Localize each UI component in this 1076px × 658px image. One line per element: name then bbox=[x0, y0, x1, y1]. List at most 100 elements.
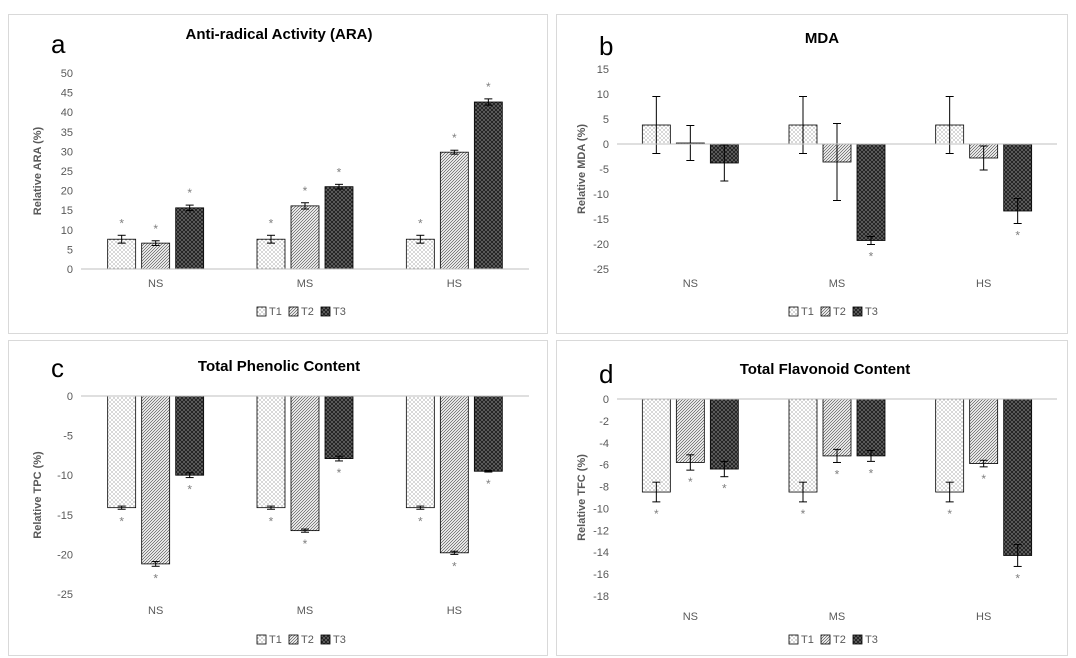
legend-item-t2: T2 bbox=[288, 634, 314, 646]
legend-swatch bbox=[256, 634, 267, 645]
bar-t2-ns bbox=[141, 242, 171, 270]
error-bar bbox=[450, 550, 459, 555]
significance-mark: * bbox=[119, 216, 124, 230]
legend-item-t2: T2 bbox=[288, 306, 314, 318]
panel-letter: a bbox=[51, 29, 66, 59]
chart-a: a Anti-radical Activity (ARA) Relative ARA… bbox=[32, 26, 529, 318]
bar-t1-ms bbox=[256, 238, 286, 270]
bar-t3-ms bbox=[324, 186, 354, 270]
significance-mark: * bbox=[418, 514, 423, 528]
legend-swatch bbox=[852, 306, 863, 317]
error-bar bbox=[979, 145, 988, 171]
legend-item-t3: T3 bbox=[320, 306, 346, 318]
x-tick-label: NS bbox=[683, 611, 698, 623]
error-bar bbox=[867, 236, 875, 245]
significance-mark: * bbox=[654, 507, 659, 521]
panel-letter: c bbox=[51, 353, 64, 383]
chart-panel-c: c Total Phenolic Content Relative TPC (%) -… bbox=[8, 340, 548, 656]
significance-mark: * bbox=[835, 467, 840, 481]
bar-t1-ns bbox=[107, 238, 137, 270]
y-tick-label: -10 bbox=[57, 470, 73, 482]
error-bar bbox=[720, 460, 729, 478]
x-tick-label: MS bbox=[297, 278, 314, 290]
error-bar bbox=[185, 472, 194, 479]
y-tick-label: 45 bbox=[61, 88, 73, 100]
significance-mark: * bbox=[337, 165, 342, 179]
y-axis-label: Relative TFC (%) bbox=[576, 454, 588, 541]
y-tick-label: 0 bbox=[603, 139, 609, 151]
significance-mark: * bbox=[452, 559, 457, 573]
chart-title: Total Flavonoid Content bbox=[740, 361, 911, 378]
bar-t2-ms bbox=[290, 395, 320, 532]
legend-item-t3: T3 bbox=[320, 634, 346, 646]
legend-label: T3 bbox=[865, 306, 878, 318]
y-tick-label: 15 bbox=[61, 205, 73, 217]
legend-item-t1: T1 bbox=[256, 634, 282, 646]
y-tick-label: -5 bbox=[599, 164, 609, 176]
y-tick-label: 0 bbox=[67, 264, 73, 276]
bar-t1-ms bbox=[256, 395, 286, 509]
y-tick-label: -25 bbox=[57, 589, 73, 601]
chart-d: d Total Flavonoid Content Relative TFC (%)… bbox=[576, 359, 1057, 646]
significance-mark: * bbox=[187, 186, 192, 200]
error-bar bbox=[151, 240, 160, 246]
error-bar bbox=[185, 204, 194, 212]
bar-t1-hs bbox=[405, 395, 435, 509]
legend-label: T1 bbox=[801, 634, 814, 646]
legend-swatch bbox=[820, 306, 831, 317]
error-bar bbox=[484, 98, 493, 106]
y-tick-label: 0 bbox=[67, 391, 73, 403]
x-tick-label: MS bbox=[297, 605, 314, 617]
error-bar bbox=[1013, 198, 1022, 224]
legend-label: T3 bbox=[333, 634, 346, 646]
error-bar bbox=[484, 469, 493, 473]
error-bar bbox=[652, 481, 661, 503]
y-tick-label: -15 bbox=[593, 214, 609, 226]
chart-panel-d: d Total Flavonoid Content Relative TFC (%)… bbox=[556, 340, 1068, 656]
error-bar bbox=[267, 505, 275, 510]
legend-swatch bbox=[288, 634, 299, 645]
legend-item-t1: T1 bbox=[788, 634, 814, 646]
y-tick-label: -16 bbox=[593, 569, 609, 581]
y-tick-label: 35 bbox=[61, 127, 73, 139]
error-bar bbox=[117, 505, 126, 510]
legend-label: T1 bbox=[269, 634, 282, 646]
legend-swatch bbox=[256, 306, 267, 317]
significance-mark: * bbox=[486, 80, 491, 94]
chart-c: c Total Phenolic Content Relative TPC (%) -… bbox=[32, 353, 529, 646]
y-tick-label: -8 bbox=[599, 482, 609, 494]
chart-title: Anti-radical Activity (ARA) bbox=[186, 26, 373, 43]
legend-swatch bbox=[788, 306, 799, 317]
bar-t3-hs bbox=[473, 101, 503, 270]
legend-swatch bbox=[852, 634, 863, 645]
y-tick-label: 10 bbox=[597, 89, 609, 101]
chart-panel-a: a Anti-radical Activity (ARA) Relative ARA… bbox=[8, 14, 548, 334]
x-tick-label: HS bbox=[976, 611, 991, 623]
significance-mark: * bbox=[801, 507, 806, 521]
significance-mark: * bbox=[486, 477, 491, 491]
y-tick-label: 30 bbox=[61, 146, 73, 158]
error-bar bbox=[151, 561, 160, 567]
y-tick-label: 5 bbox=[603, 114, 609, 126]
bar-t2-hs bbox=[969, 398, 999, 464]
significance-mark: * bbox=[303, 184, 308, 198]
y-tick-label: 15 bbox=[597, 64, 609, 76]
error-bar bbox=[945, 481, 954, 503]
legend-label: T2 bbox=[833, 306, 846, 318]
y-axis-label: Relative MDA (%) bbox=[576, 124, 588, 214]
y-axis-label: Relative TPC (%) bbox=[32, 451, 44, 539]
error-bar bbox=[979, 459, 988, 468]
significance-mark: * bbox=[153, 571, 158, 585]
bar-t1-ns bbox=[107, 395, 137, 509]
bar-t1-hs bbox=[405, 238, 435, 270]
x-tick-label: HS bbox=[447, 605, 462, 617]
y-tick-label: -15 bbox=[57, 510, 73, 522]
significance-mark: * bbox=[688, 475, 693, 489]
chart-title: MDA bbox=[805, 30, 839, 47]
significance-mark: * bbox=[869, 466, 874, 480]
bar-t3-ms bbox=[856, 143, 886, 241]
bar-t3-hs bbox=[1003, 398, 1033, 556]
y-tick-label: -10 bbox=[593, 189, 609, 201]
error-bar bbox=[720, 144, 729, 182]
error-bar bbox=[301, 202, 309, 210]
